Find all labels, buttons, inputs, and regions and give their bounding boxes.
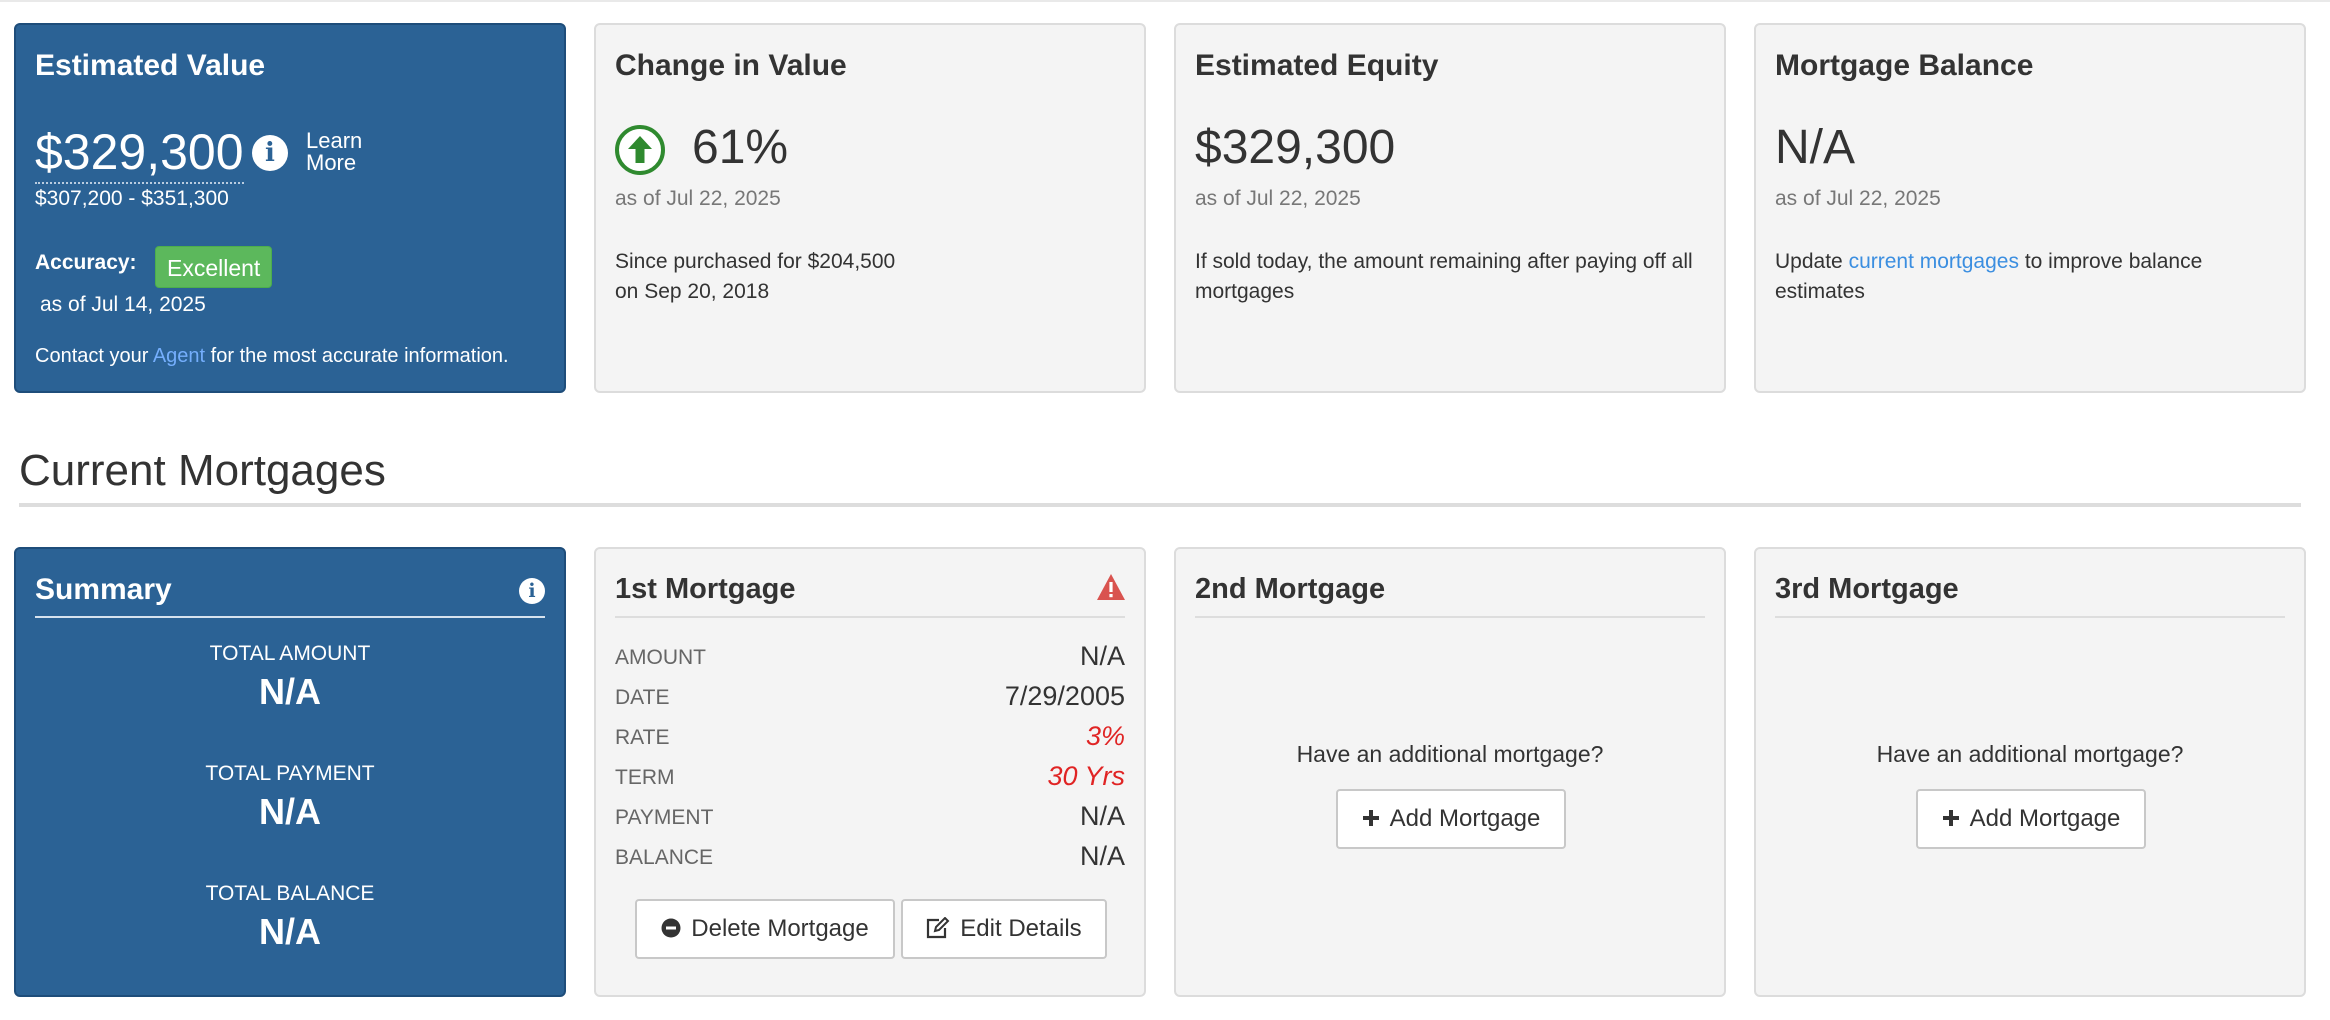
change-in-value-title: Change in Value xyxy=(615,49,847,82)
purchase-date-text: on Sep 20, 2018 xyxy=(615,280,770,303)
equity-description: If sold today, the amount remaining afte… xyxy=(1195,250,1693,303)
purchase-info: Since purchased for $204,500 on Sep 20, … xyxy=(615,247,895,307)
balance-value: N/A xyxy=(1079,841,1125,871)
equity-as-of: as of Jul 22, 2025 xyxy=(1195,187,1361,210)
section-divider xyxy=(19,503,2301,507)
summary-title: Summary xyxy=(35,573,172,606)
amount-label: AMOUNT xyxy=(615,646,706,669)
estimated-value-card: Estimated Value $329,300 i Learn More $3… xyxy=(14,23,566,393)
add-mortgage-label: Add Mortgage xyxy=(1389,805,1541,832)
payment-label: PAYMENT xyxy=(615,806,714,829)
current-mortgages-heading: Current Mortgages xyxy=(19,446,386,495)
rate-value: 3% xyxy=(1085,721,1125,751)
total-payment-value: N/A xyxy=(259,791,321,832)
summary-header-divider xyxy=(35,616,545,618)
minus-circle-icon xyxy=(661,918,681,938)
total-amount-value: N/A xyxy=(259,671,321,712)
edit-details-label: Edit Details xyxy=(960,915,1082,942)
contact-prefix: Contact your xyxy=(35,345,149,367)
payment-value: N/A xyxy=(1079,801,1125,831)
info-icon[interactable]: i xyxy=(252,135,288,171)
mortgage-balance-card: Mortgage Balance N/A as of Jul 22, 2025 … xyxy=(1754,23,2306,393)
edit-icon xyxy=(926,916,950,939)
summary-card: Summary i TOTAL AMOUNT N/A TOTAL PAYMENT… xyxy=(14,547,566,997)
mortgage-balance-description: Update current mortgages to improve bala… xyxy=(1775,247,2275,307)
add-mortgage-button[interactable]: Add Mortgage xyxy=(1916,789,2146,849)
arrow-up-circle-icon xyxy=(615,125,665,175)
first-mortgage-card: 1st Mortgage AMOUNT N/A DATE 7/29/2005 R… xyxy=(594,547,1146,997)
additional-mortgage-prompt: Have an additional mortgage? xyxy=(1876,741,2184,767)
estimated-equity-card: Estimated Equity $329,300 as of Jul 22, … xyxy=(1174,23,1726,393)
top-divider xyxy=(0,0,2330,2)
estimated-value-title: Estimated Value xyxy=(35,49,266,82)
second-mortgage-title: 2nd Mortgage xyxy=(1195,573,1386,605)
delete-mortgage-button[interactable]: Delete Mortgage xyxy=(635,899,895,959)
term-value: 30 Yrs xyxy=(1047,761,1125,791)
accuracy-label: Accuracy: xyxy=(35,251,137,274)
purchase-price-text: Since purchased for $204,500 xyxy=(615,250,896,273)
rate-label: RATE xyxy=(615,726,670,749)
plus-icon xyxy=(1942,809,1960,827)
add-mortgage-label: Add Mortgage xyxy=(1969,805,2121,832)
learn-more-link[interactable]: Learn More xyxy=(306,128,363,175)
current-mortgages-link[interactable]: current mortgages xyxy=(1848,250,2019,273)
second-mortgage-header-divider xyxy=(1195,616,1705,618)
total-balance-label: TOTAL BALANCE xyxy=(205,882,375,905)
update-suffix: to improve balance estimates xyxy=(1775,250,2203,303)
add-mortgage-button[interactable]: Add Mortgage xyxy=(1336,789,1566,849)
accuracy-badge: Excellent xyxy=(155,246,273,288)
estimated-equity-title: Estimated Equity xyxy=(1195,49,1439,82)
value-range: $307,200 - $351,300 xyxy=(35,187,229,210)
change-as-of: as of Jul 22, 2025 xyxy=(615,187,781,210)
date-label: DATE xyxy=(615,686,670,709)
additional-mortgage-prompt: Have an additional mortgage? xyxy=(1296,741,1604,767)
total-balance-value: N/A xyxy=(259,911,321,952)
contact-agent-text: Contact your Agent for the most accurate… xyxy=(35,345,509,368)
first-mortgage-title: 1st Mortgage xyxy=(615,573,796,605)
third-mortgage-header-divider xyxy=(1775,616,2285,618)
plus-icon xyxy=(1362,809,1380,827)
edit-details-button[interactable]: Edit Details xyxy=(901,899,1107,959)
total-amount-label: TOTAL AMOUNT xyxy=(209,642,371,665)
delete-mortgage-label: Delete Mortgage xyxy=(691,915,869,942)
change-in-value-card: Change in Value 61% as of Jul 22, 2025 S… xyxy=(594,23,1146,393)
third-mortgage-card: 3rd Mortgage Have an additional mortgage… xyxy=(1754,547,2306,997)
amount-value: N/A xyxy=(1079,641,1125,671)
third-mortgage-title: 3rd Mortgage xyxy=(1775,573,1959,605)
total-payment-label: TOTAL PAYMENT xyxy=(205,762,375,785)
mortgage-balance-title: Mortgage Balance xyxy=(1775,49,2034,82)
warning-triangle-icon[interactable] xyxy=(1096,573,1126,601)
term-label: TERM xyxy=(615,766,675,789)
mortgage-balance-as-of: as of Jul 22, 2025 xyxy=(1775,187,1941,210)
balance-label: BALANCE xyxy=(615,846,714,869)
first-mortgage-header-divider xyxy=(615,616,1125,618)
second-mortgage-card: 2nd Mortgage Have an additional mortgage… xyxy=(1174,547,1726,997)
mortgage-balance-amount: N/A xyxy=(1775,121,1856,174)
agent-link[interactable]: Agent xyxy=(152,345,206,367)
estimated-value-amount[interactable]: $329,300 xyxy=(35,122,244,184)
change-percent: 61% xyxy=(692,121,789,174)
summary-info-icon[interactable]: i xyxy=(519,578,545,604)
date-value: 7/29/2005 xyxy=(1004,681,1125,711)
update-prefix: Update xyxy=(1775,250,1843,273)
contact-suffix: for the most accurate information. xyxy=(210,345,509,367)
equity-amount: $329,300 xyxy=(1195,121,1396,174)
accuracy-as-of: as of Jul 14, 2025 xyxy=(40,293,206,316)
